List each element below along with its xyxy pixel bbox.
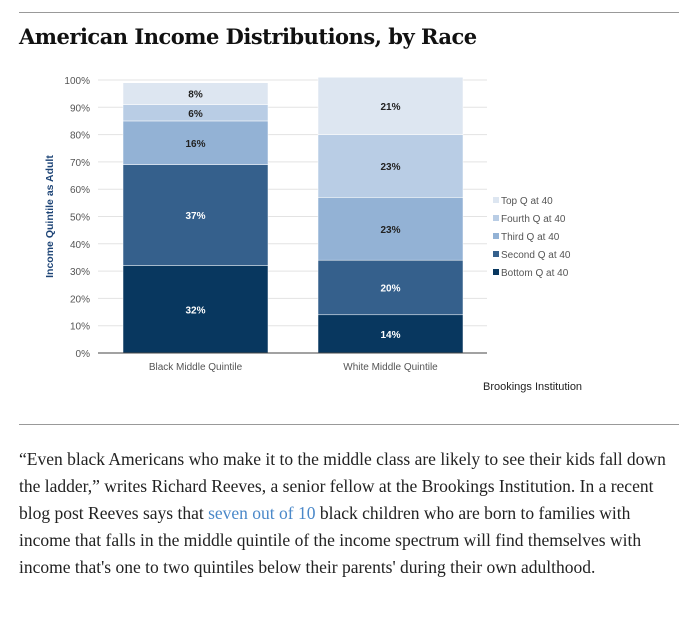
data-label: 37% [185,211,205,222]
y-tick-label: 20% [70,294,90,305]
legend-swatch [493,269,499,275]
data-label: 23% [380,162,400,173]
top-divider [19,12,679,13]
seven-out-of-10-link[interactable]: seven out of 10 [208,503,316,523]
bar-segment [317,259,464,316]
y-tick-label: 0% [76,349,91,360]
article-text: black children who are born to families … [19,503,642,577]
data-label: 14% [380,330,400,341]
article-paragraph: “Even black Americans who make it to the… [19,446,679,581]
bar-segment [122,120,269,165]
y-tick-label: 90% [70,103,90,114]
y-tick-label: 30% [70,267,90,278]
x-tick-label: White Middle Quintile [343,362,438,373]
legend-label: Bottom Q at 40 [501,268,569,279]
bar-segment [317,314,464,354]
y-axis-label: Income Quintile as Adult [44,155,56,278]
bar-segment [317,77,464,135]
x-tick-label: Black Middle Quintile [149,362,243,373]
legend-label: Third Q at 40 [501,232,560,243]
data-label: 20% [380,283,400,294]
data-label: 32% [185,305,205,316]
bar-segment [317,197,464,261]
y-tick-label: 70% [70,158,90,169]
data-label: 16% [185,139,205,150]
legend-swatch [493,233,499,239]
y-tick-label: 10% [70,322,90,333]
data-label: 21% [380,102,400,113]
data-label: 8% [188,90,203,101]
y-tick-label: 40% [70,240,90,251]
legend-label: Second Q at 40 [501,250,571,261]
chart-title: American Income Distributions, by Race [19,24,477,49]
bar-segment [122,82,269,105]
data-label: 6% [188,109,203,120]
bar-segment [122,164,269,266]
source-label: Brookings Institution [483,381,582,393]
y-tick-label: 50% [70,213,90,224]
legend-label: Top Q at 40 [501,196,553,207]
legend-swatch [493,215,499,221]
y-tick-label: 60% [70,185,90,196]
y-tick-label: 80% [70,131,90,142]
bottom-divider [19,424,679,425]
article-text: “Even black Americans who make it to the… [19,449,666,523]
data-label: 23% [380,225,400,236]
y-tick-label: 100% [64,76,90,87]
legend-label: Fourth Q at 40 [501,214,566,225]
bar-segment [317,134,464,198]
legend-swatch [493,251,499,257]
legend-swatch [493,197,499,203]
stacked-bar-chart: 0% 10% 20% 30% 40% 50% 60% 70% 80% 90% 100% Income … [44,76,582,393]
